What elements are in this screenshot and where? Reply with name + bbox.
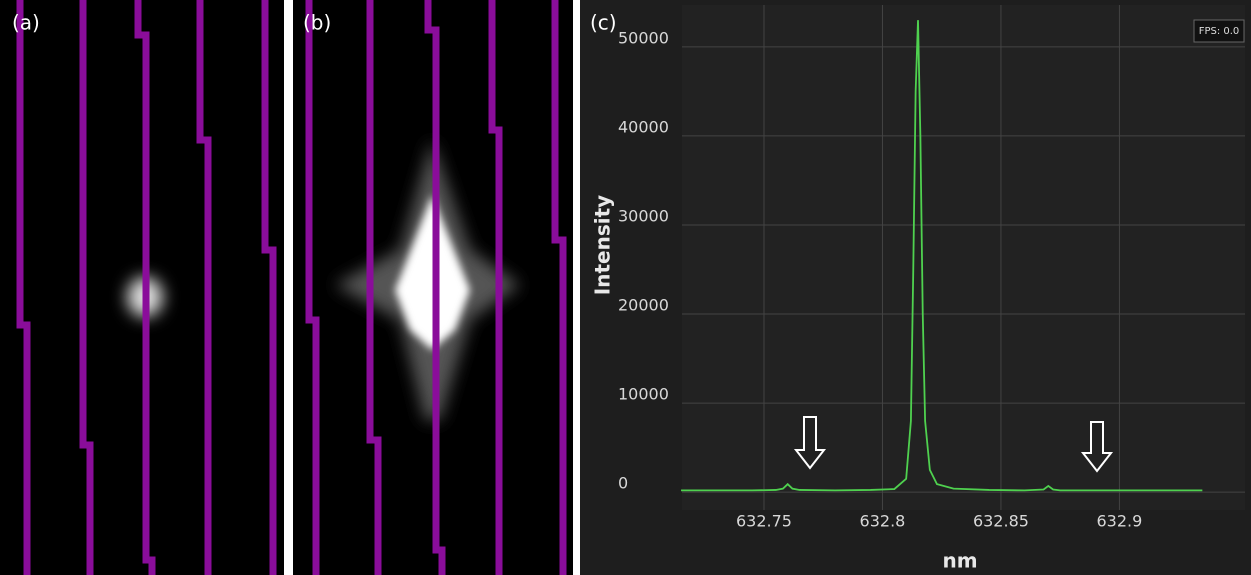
y-tick-label: 50000	[618, 28, 669, 47]
x-tick-label: 632.85	[973, 512, 1029, 531]
x-tick-label: 632.9	[1097, 512, 1143, 531]
purple-lines	[16, 0, 277, 575]
y-tick-label: 40000	[618, 117, 669, 136]
panel-label: (a)	[12, 11, 40, 35]
y-tick-label: 30000	[618, 206, 669, 225]
plot-area	[682, 5, 1245, 510]
arrows	[793, 416, 1114, 473]
fps: FPS: 0.0	[1199, 26, 1240, 37]
y-tick-label: 10000	[618, 385, 669, 404]
y-axis-label: Intensity	[591, 195, 615, 295]
spectrum-line	[681, 20, 1203, 492]
y-tick-label: 0	[618, 474, 628, 493]
x-axis-label: nm	[942, 549, 977, 573]
panel-label: (b)	[303, 11, 331, 35]
purple-lines	[305, 0, 567, 575]
x-tick-label: 632.8	[860, 512, 906, 531]
x-tick-label: 632.75	[736, 512, 792, 531]
panel-label: (c)	[590, 11, 617, 35]
plot: 0 10000 20000 30000 40000 50000 632.75 632.8 632…	[618, 5, 1245, 531]
y-tick-label: 20000	[618, 296, 669, 315]
fps-box	[1193, 19, 1245, 43]
